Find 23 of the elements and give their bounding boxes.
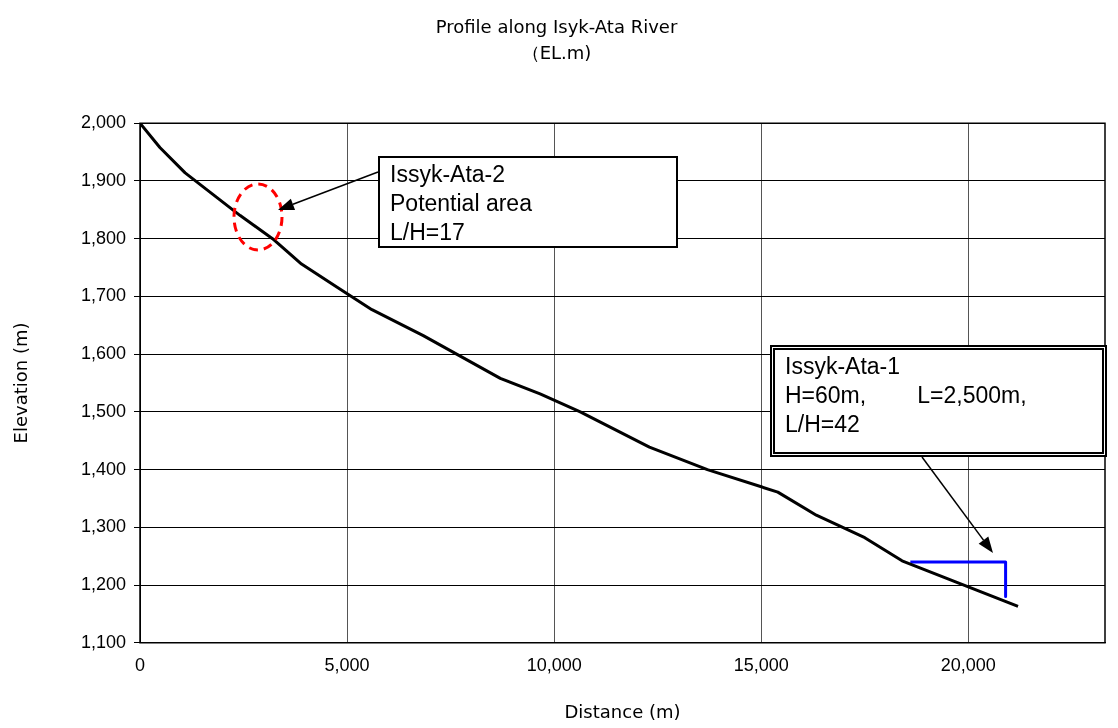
x-tick-label: 15,000 xyxy=(733,654,789,675)
annotation: Issyk-Ata-1 H=60m, L=2,500m, L/H=42 xyxy=(785,353,1027,437)
y-tick-label: 2,000 xyxy=(80,112,126,133)
x-tick-label: 10,000 xyxy=(526,654,582,675)
y-tick-label: 1,600 xyxy=(80,343,126,364)
y-tick-label: 1,900 xyxy=(80,169,126,190)
y-tick-label: 1,400 xyxy=(80,458,126,479)
y-axis-title: Elevation (m) xyxy=(10,322,32,444)
y-tick-label: 1,300 xyxy=(80,516,126,537)
chart-subtitle: （EL.m) xyxy=(521,42,592,64)
x-tick-label: 0 xyxy=(134,654,146,675)
annotation: Issyk-Ata-2 Potential area L/H=17 xyxy=(390,161,532,245)
chart-title: Profile along Isyk-Ata River xyxy=(435,16,678,38)
y-tick-label: 1,800 xyxy=(80,227,126,248)
text-box: Issyk-Ata-1 H=60m, L=2,500m, L/H=42 xyxy=(770,345,1107,457)
x-axis-title: Distance (m) xyxy=(564,700,681,722)
text-box: Issyk-Ata-2 Potential area L/H=17 xyxy=(378,156,678,248)
y-tick-label: 1,200 xyxy=(80,574,126,595)
y-tick-label: 1,500 xyxy=(80,400,126,421)
y-tick-label: 1,100 xyxy=(80,631,126,652)
x-tick-label: 5,000 xyxy=(324,654,370,675)
y-tick-label: 1,700 xyxy=(80,285,126,306)
x-tick-label: 20,000 xyxy=(940,654,996,675)
